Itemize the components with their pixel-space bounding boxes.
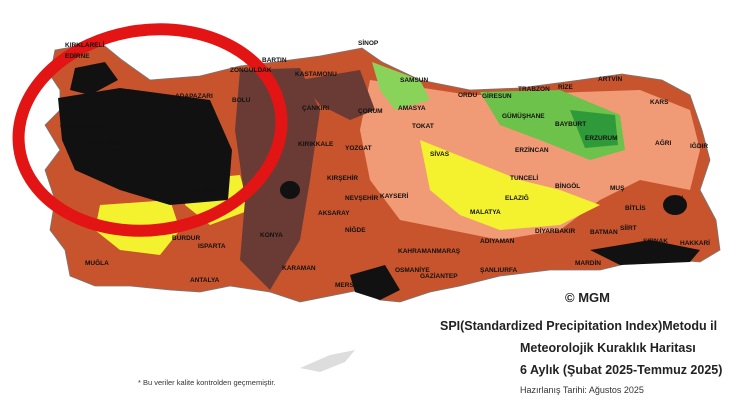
city-label: HAKKARİ xyxy=(680,239,710,247)
footnote: * Bu veriler kalite kontrolden geçmemişt… xyxy=(138,378,276,387)
city-label: ARTVİN xyxy=(598,75,623,83)
city-label: VAN xyxy=(670,195,684,202)
extreme-zone xyxy=(70,62,118,95)
city-label: KIRIKKALE xyxy=(298,141,334,148)
city-label: GÜMÜŞHANE xyxy=(502,111,545,120)
city-label: KAHRAMANMARAŞ xyxy=(398,248,461,255)
city-label: DİYARBAKIR xyxy=(535,227,576,235)
city-label: SİNOP xyxy=(358,39,379,47)
city-label: SİVAS xyxy=(430,150,450,158)
city-label: ISPARTA xyxy=(198,243,226,250)
city-label: BALIKESİR xyxy=(85,139,120,147)
city-label: MERSİN xyxy=(335,281,361,289)
city-label: AFYON xyxy=(193,187,216,194)
city-label: SİİRT xyxy=(620,224,637,232)
city-label: KAYSERİ xyxy=(380,192,408,200)
city-label: MALATYA xyxy=(470,209,501,216)
city-label: BURDUR xyxy=(172,235,200,242)
city-label: KASTAMONU xyxy=(295,71,337,78)
extreme-zone xyxy=(590,240,700,265)
city-label: BATMAN xyxy=(590,229,618,236)
city-label: OSMANİYE xyxy=(395,266,430,274)
city-label: BARTIN xyxy=(262,57,287,64)
city-label: TUNCELİ xyxy=(510,174,538,182)
city-label: TOKAT xyxy=(412,123,434,130)
city-label: KIRŞEHİR xyxy=(327,174,358,182)
city-label: ÇANAKKALE xyxy=(60,123,102,130)
city-label: BAYBURT xyxy=(555,121,586,128)
prepared-date: Hazırlanış Tarihi: Ağustos 2025 xyxy=(520,385,644,395)
map-regions xyxy=(44,41,721,372)
city-label: KARAMAN xyxy=(282,265,316,272)
city-label: ORDU xyxy=(458,92,477,99)
city-label: BİTLİS xyxy=(625,204,646,212)
extreme-zone xyxy=(350,265,400,300)
city-label: AKSARAY xyxy=(318,210,350,217)
cyprus xyxy=(300,350,355,372)
city-label: ŞIRNAK xyxy=(643,238,668,245)
city-label: RİZE xyxy=(558,83,573,91)
city-label: ELAZIĞ xyxy=(505,193,529,202)
city-labels: KIRKLARELİ EDİRNE SİNOP ZONGULDAK BARTIN KAST… xyxy=(60,39,710,289)
title-line: Meteorolojik Kuraklık Haritası xyxy=(520,341,696,355)
city-label: KONYA xyxy=(260,232,283,239)
city-label: BİNGÖL xyxy=(555,181,580,190)
city-label: MARDİN xyxy=(575,259,601,267)
city-label: NEVŞEHİR xyxy=(345,194,379,202)
dark-zone xyxy=(300,70,375,120)
city-label: YOZGAT xyxy=(345,145,372,152)
city-label: ADAPAZARI xyxy=(175,93,213,100)
city-label: ERZURUM xyxy=(585,135,618,142)
extreme-zone xyxy=(663,195,687,215)
copyright: © MGM xyxy=(565,290,610,305)
city-label: ADIYAMAN xyxy=(480,238,515,245)
extreme-zone xyxy=(280,181,300,199)
city-label: EDİRNE xyxy=(65,52,90,60)
city-label: AMASYA xyxy=(398,105,426,112)
city-label: IĞDIR xyxy=(690,141,708,150)
city-label: KARS xyxy=(650,99,669,106)
city-label: ANTALYA xyxy=(190,277,220,284)
city-label: ZONGULDAK xyxy=(230,67,272,74)
green-zone xyxy=(372,62,430,110)
city-label: ÇANKIRI xyxy=(302,105,329,112)
city-label: TRABZON xyxy=(518,86,550,93)
highlight-circle xyxy=(12,23,288,237)
city-label: MUĞLA xyxy=(85,258,109,267)
city-label: GAZİANTEP xyxy=(420,272,458,280)
city-label: KIRKLARELİ xyxy=(65,41,105,49)
city-label: ŞANLIURFA xyxy=(480,267,518,274)
green-zone xyxy=(570,110,618,148)
title-line: 6 Aylık (Şubat 2025-Temmuz 2025) xyxy=(520,363,722,377)
extreme-zone xyxy=(58,88,232,205)
city-label: GİRESUN xyxy=(482,92,512,100)
city-label: BOLU xyxy=(232,97,251,104)
city-label: MUŞ xyxy=(610,185,625,192)
city-label: NİĞDE xyxy=(345,225,366,234)
city-label: SAMSUN xyxy=(400,77,428,84)
title-line: SPI(Standardized Precipitation Index)Met… xyxy=(440,319,717,333)
city-label: ERZİNCAN xyxy=(515,146,549,154)
yellow-zone xyxy=(420,140,600,230)
city-label: ÇORUM xyxy=(358,108,383,115)
city-label: AĞRI xyxy=(655,138,671,147)
dark-zone xyxy=(235,68,320,290)
